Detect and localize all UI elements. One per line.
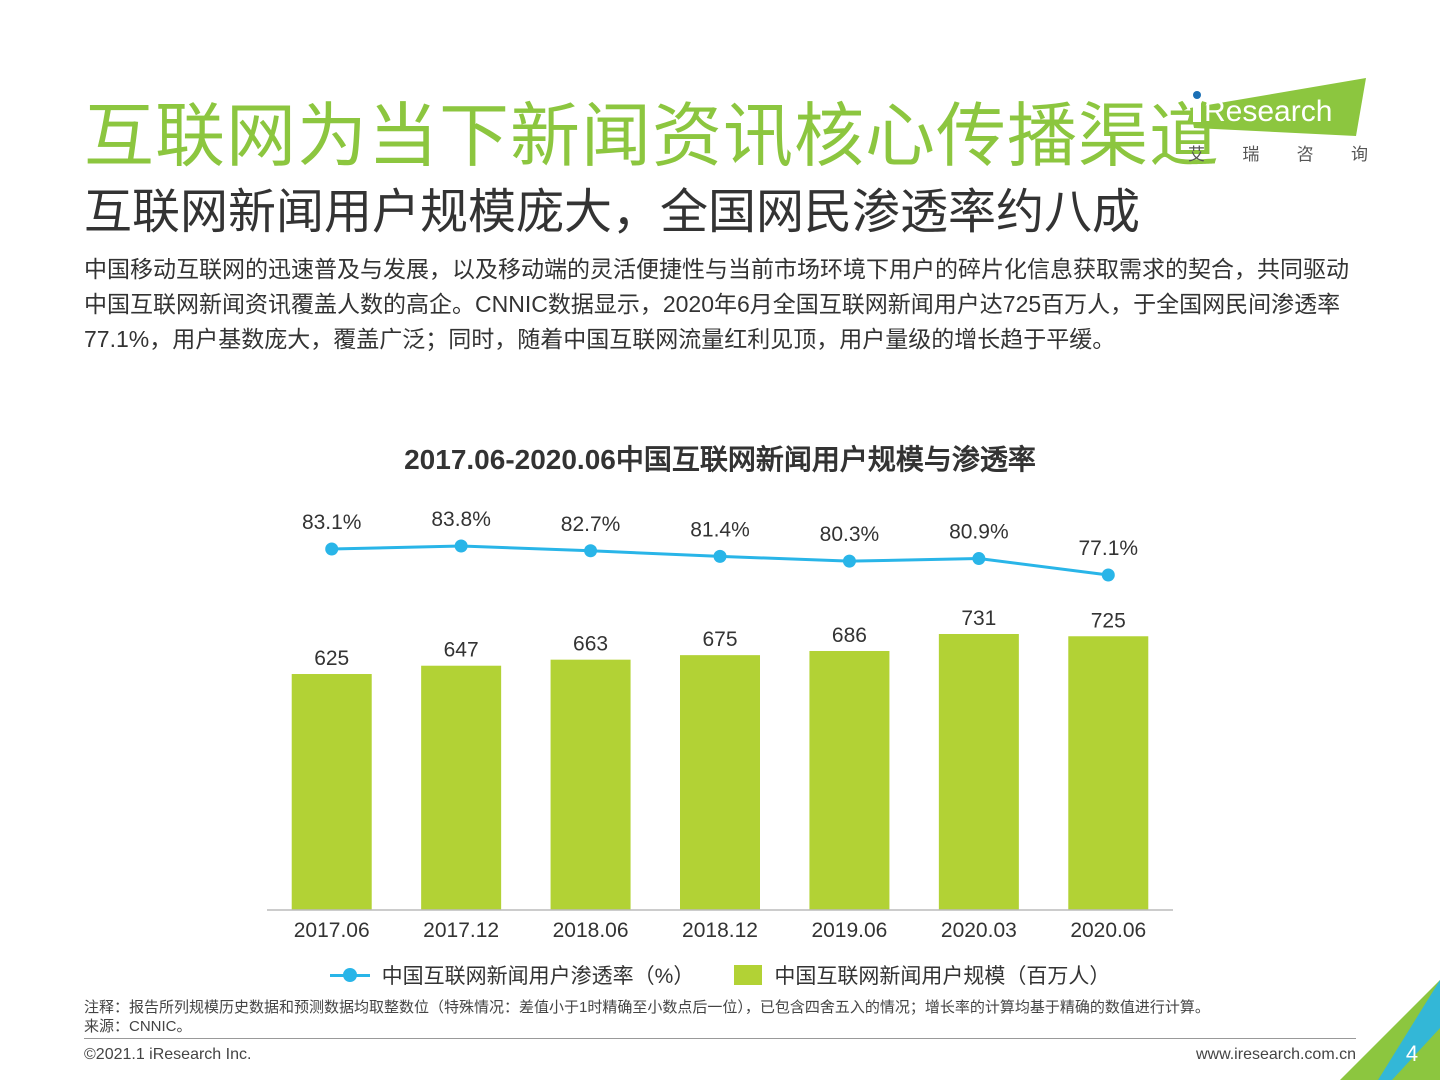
x-tick-label: 2020.06 (1070, 919, 1146, 942)
bar-value-label: 625 (314, 647, 349, 670)
chart-title: 2017.06-2020.06中国互联网新闻用户规模与渗透率 (404, 444, 1036, 475)
x-tick-label: 2018.06 (553, 919, 629, 942)
logo-cn-text: 艾 瑞 咨 询 (1188, 140, 1368, 165)
line-value-label: 77.1% (1079, 537, 1139, 560)
footer-divider (84, 1038, 1356, 1039)
page-subtitle: 互联网新闻用户规模庞大，全国网民渗透率约八成 (84, 186, 1141, 239)
bar (550, 659, 631, 910)
bar (680, 655, 760, 910)
bar-value-label: 686 (832, 624, 867, 647)
x-tick-label: 2017.06 (294, 919, 370, 942)
legend-item-penetration: 中国互联网新闻用户渗透率（%） (329, 960, 695, 990)
x-tick-label: 2017.12 (423, 919, 499, 942)
legend-bar-marker-icon (734, 965, 763, 985)
bar-value-label: 675 (702, 628, 737, 651)
legend-label-penetration: 中国互联网新闻用户渗透率（%） (381, 965, 695, 988)
x-tick-label: 2020.03 (941, 919, 1017, 942)
page-title: 互联网为当下新闻资讯核心传播渠道 (84, 97, 1220, 175)
legend-label-users: 中国互联网新闻用户规模（百万人） (774, 965, 1111, 988)
line-value-label: 82.7% (561, 513, 621, 536)
legend-item-users: 中国互联网新闻用户规模（百万人） (734, 960, 1110, 990)
corner-decoration (1340, 980, 1440, 1080)
x-tick-label: 2019.06 (811, 919, 887, 942)
line-point (325, 542, 339, 556)
line-value-label: 80.9% (949, 521, 1009, 544)
bar-value-label: 725 (1091, 609, 1126, 632)
legend-line-marker-icon (329, 967, 370, 982)
logo-cn-char: 瑞 (1242, 145, 1260, 164)
bar (1068, 636, 1149, 910)
line-point (842, 554, 856, 568)
combo-chart: 625 2017.06 647 2017.12 663 2018.06 675 2018.12… (267, 508, 1173, 942)
bar (809, 650, 890, 910)
bar (291, 674, 372, 910)
line-value-label: 80.3% (820, 523, 880, 546)
line-point (972, 552, 986, 566)
bar (938, 634, 1019, 910)
intro-paragraph: 中国移动互联网的迅速普及与发展，以及移动端的灵活便捷性与当前市场环境下用户的碎片… (84, 256, 1349, 352)
logo-cn-char: 艾 (1188, 145, 1205, 164)
page-number: 4 (1405, 1041, 1419, 1066)
bar-value-label: 663 (573, 633, 608, 656)
line-value-label: 83.1% (302, 511, 362, 534)
chart-legend: 中国互联网新闻用户渗透率（%） 中国互联网新闻用户规模（百万人） (0, 960, 1440, 990)
bar-value-label: 647 (444, 639, 479, 662)
iresearch-logo: Research 艾 瑞 咨 询 (1188, 78, 1368, 168)
bar-value-label: 731 (961, 607, 996, 630)
line-value-label: 83.8% (431, 508, 491, 531)
line-point (454, 539, 468, 553)
logo-cn-char: 询 (1350, 145, 1368, 164)
copyright: ©2021.1 iResearch Inc. (84, 1046, 252, 1063)
logo-cn-char: 咨 (1296, 145, 1314, 164)
logo-wordmark: Research (1204, 95, 1332, 128)
line-point (1101, 568, 1115, 582)
note-text: 注释：报告所列规模历史数据和预测数据均取整数位（特殊情况：差值小于1时精确至小数… (84, 999, 1210, 1016)
bar (421, 665, 502, 910)
iresearch-logo-mark: Research (1190, 78, 1366, 136)
line-point (713, 549, 727, 563)
line-point (584, 544, 598, 558)
x-tick-label: 2018.12 (682, 919, 758, 942)
line-value-label: 81.4% (690, 518, 750, 541)
source-text: 来源：CNNIC。 (84, 1018, 192, 1035)
website-link[interactable]: www.iresearch.com.cn (1195, 1046, 1356, 1063)
chart-note: 注释：报告所列规模历史数据和预测数据均取整数位（特殊情况：差值小于1时精确至小数… (84, 998, 1210, 1036)
